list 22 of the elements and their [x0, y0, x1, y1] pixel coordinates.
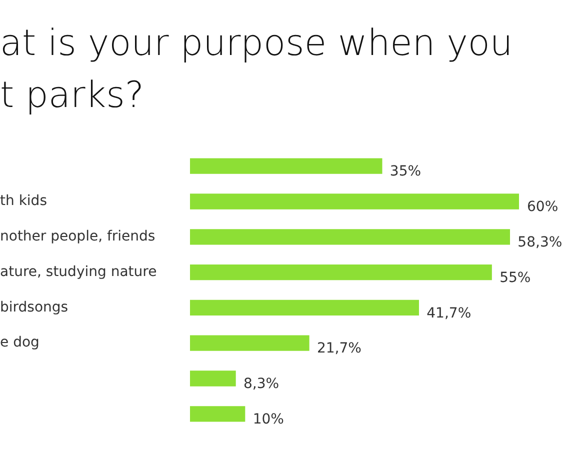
data-label: 55%	[500, 270, 531, 286]
data-label: 41,7%	[426, 305, 472, 322]
bar	[190, 229, 510, 245]
y-tick-label: th kids	[0, 193, 47, 210]
bar	[190, 194, 519, 210]
bar	[190, 264, 492, 280]
data-label: 10%	[252, 412, 284, 428]
bar	[190, 335, 310, 351]
chart-title: at is your purpose when you t parks?	[0, 22, 514, 118]
data-label: 8,3%	[244, 376, 280, 392]
y-tick-label: e dog	[0, 334, 40, 351]
bar	[190, 158, 382, 174]
y-tick-label: nother people, friends	[0, 228, 156, 245]
y-tick-label: ature, studying nature	[0, 264, 157, 280]
bar	[190, 300, 419, 316]
y-tick-label: birdsongs	[0, 299, 68, 316]
data-label: 21,7%	[316, 340, 362, 357]
data-label: 35%	[390, 164, 422, 180]
data-label: 60%	[527, 199, 558, 216]
bar	[190, 370, 236, 386]
bar	[190, 406, 246, 422]
data-label: 58,3%	[518, 234, 562, 251]
